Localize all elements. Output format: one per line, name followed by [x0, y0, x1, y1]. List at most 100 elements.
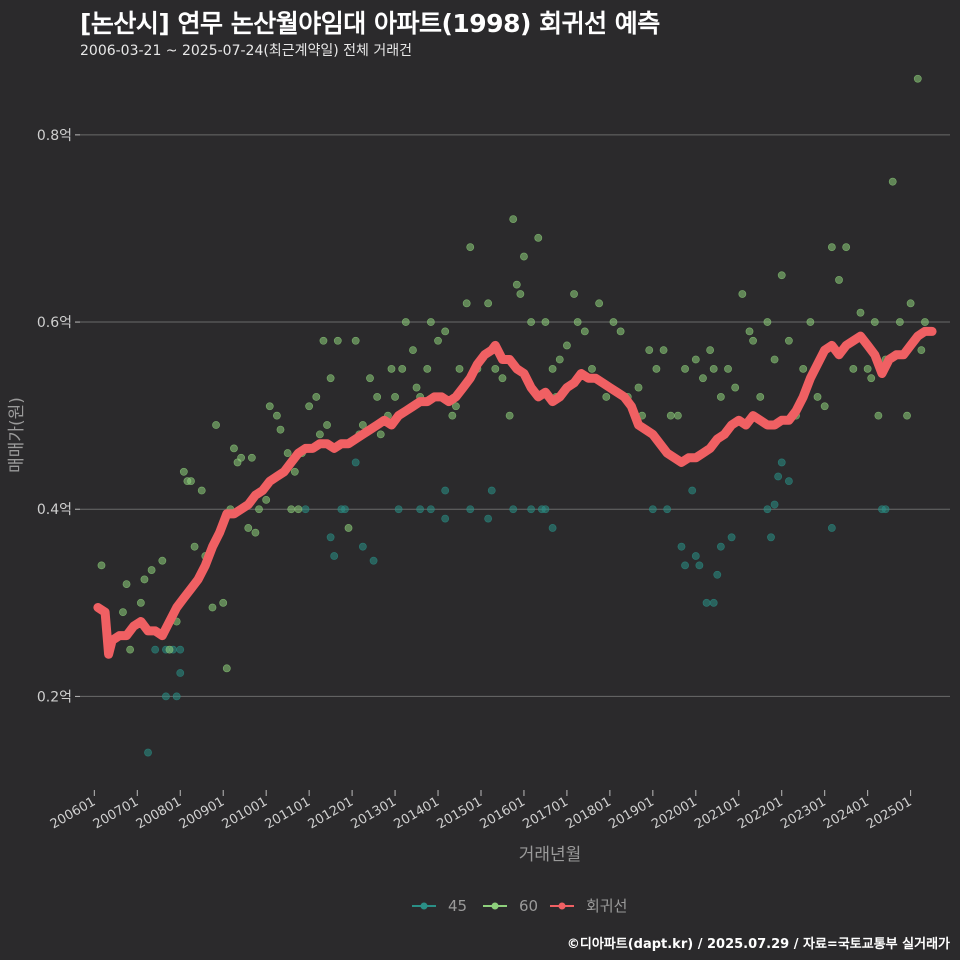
- x-tick-label: 202101: [692, 794, 742, 832]
- scatter-point-60: [681, 364, 689, 373]
- scatter-point-60: [716, 393, 725, 401]
- scatter-point-60: [122, 580, 131, 589]
- scatter-point-45: [695, 561, 704, 570]
- legend-label: 45: [448, 897, 467, 915]
- scatter-point-45: [330, 552, 339, 560]
- scatter-point-60: [247, 453, 256, 462]
- scatter-point-60: [294, 505, 303, 514]
- chart-subtitle: 2006-03-21 ~ 2025-07-24(최근계약일) 전체 거래건: [80, 43, 412, 59]
- scatter-point-60: [251, 528, 260, 537]
- scatter-point-45: [301, 505, 310, 514]
- scatter-point-45: [784, 477, 793, 486]
- scatter-point-60: [344, 524, 353, 532]
- scatter-point-60: [441, 327, 450, 336]
- scatter-point-60: [190, 542, 199, 551]
- scatter-point-60: [484, 299, 493, 308]
- legend-item-1[interactable]: 45: [412, 897, 467, 915]
- scatter-point-60: [548, 364, 557, 373]
- scatter-point-60: [588, 364, 596, 373]
- scatter-point-60: [283, 449, 292, 457]
- x-tick-label: 201701: [520, 794, 570, 832]
- chart-title: [논산시] 연무 논산월야임대 아파트(1998) 회귀선 예측: [80, 9, 660, 38]
- legend-item-2[interactable]: 60: [483, 897, 538, 915]
- scatter-point-60: [806, 318, 815, 326]
- scatter-point-60: [452, 402, 460, 411]
- scatter-point-60: [244, 524, 253, 532]
- scatter-point-45: [326, 533, 335, 542]
- scatter-point-60: [208, 603, 217, 612]
- scatter-point-60: [645, 346, 654, 355]
- x-tick-label: 200601: [48, 794, 98, 832]
- scatter-point-60: [222, 664, 231, 673]
- scatter-point-60: [165, 645, 174, 654]
- scatter-point-60: [634, 383, 643, 392]
- scatter-point-60: [126, 645, 135, 654]
- scatter-point-45: [681, 561, 689, 570]
- scatter-point-60: [290, 467, 299, 476]
- x-tick-label: 200801: [134, 794, 184, 832]
- scatter-point-60: [573, 318, 582, 326]
- x-tick-label: 201401: [392, 794, 442, 832]
- scatter-point-60: [921, 318, 929, 326]
- y-tick-label: 0.8억: [37, 128, 72, 144]
- scatter-point-60: [784, 336, 793, 345]
- scatter-point-60: [763, 318, 772, 326]
- scatter-point-60: [426, 318, 435, 326]
- x-tick-label: 201801: [563, 794, 613, 832]
- scatter-point-60: [333, 336, 342, 345]
- y-tick-label: 0.2억: [37, 689, 72, 705]
- scatter-point-45: [702, 598, 711, 607]
- scatter-point-60: [724, 364, 732, 373]
- scatter-point-60: [580, 327, 589, 336]
- x-tick-label: 201201: [306, 794, 356, 832]
- y-axis-label: 매매가(원): [7, 397, 27, 473]
- scatter-point-45: [688, 486, 697, 495]
- scatter-point-60: [842, 243, 851, 252]
- scatter-point-60: [509, 215, 518, 224]
- scatter-point-60: [738, 290, 747, 298]
- scatter-point-45: [176, 669, 185, 677]
- scatter-point-45: [677, 542, 686, 551]
- scatter-point-60: [373, 393, 382, 401]
- legend-swatch-point: [420, 902, 428, 910]
- scatter-point-60: [527, 318, 536, 326]
- regression-path: [93, 326, 937, 659]
- x-tick-label: 201101: [263, 794, 313, 832]
- scatter-point-60: [512, 280, 521, 289]
- scatter-point-60: [874, 411, 883, 420]
- scatter-point-60: [659, 346, 668, 355]
- scatter-point-60: [903, 411, 911, 420]
- scatter-point-60: [136, 598, 145, 607]
- scatter-point-60: [895, 318, 904, 326]
- scatter-point-60: [230, 444, 238, 453]
- scatter-point-60: [287, 505, 296, 514]
- scatter-point-60: [541, 318, 550, 326]
- scatter-point-60: [197, 486, 206, 495]
- regression-line: [93, 326, 937, 659]
- scatter-point-60: [516, 290, 525, 298]
- scatter-point-60: [391, 393, 399, 401]
- footer-credit: ©디아파트(dapt.kr) / 2025.07.29 / 자료=국토교통부 실…: [566, 937, 950, 952]
- scatter-point-45: [777, 458, 786, 467]
- scatter-point-45: [713, 570, 722, 579]
- legend[interactable]: 45 60 회귀선: [412, 897, 627, 915]
- scatter-point-45: [691, 552, 700, 560]
- scatter-point-45: [709, 598, 718, 607]
- scatter-point-60: [387, 364, 396, 373]
- scatter-point-60: [913, 74, 922, 83]
- scatter-point-60: [312, 393, 321, 401]
- scatter-point-60: [609, 318, 618, 326]
- legend-swatch-point: [491, 902, 499, 910]
- scatter-point-60: [570, 290, 578, 298]
- scatter-point-60: [398, 364, 407, 373]
- x-tick-label: 201501: [434, 794, 484, 832]
- scatter-point-60: [358, 421, 367, 429]
- scatter-point-60: [262, 495, 271, 504]
- x-tick-label: 200901: [177, 794, 227, 832]
- scatter-point-60: [158, 556, 167, 565]
- scatter-point-45: [527, 505, 536, 514]
- scatter-point-60: [856, 308, 865, 317]
- scatter-point-60: [273, 411, 281, 420]
- legend-item-3[interactable]: 회귀선: [550, 897, 627, 915]
- scatter-point-45: [466, 505, 475, 514]
